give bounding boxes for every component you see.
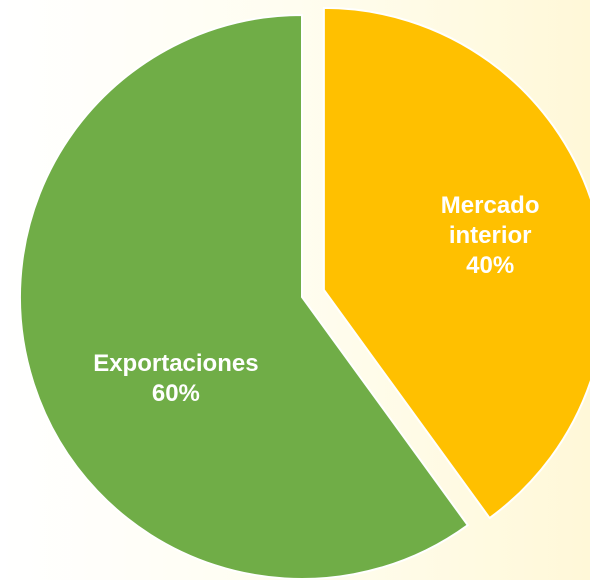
slice-label: Mercado interior 40% — [415, 191, 565, 281]
pie-slice — [322, 6, 590, 520]
pie-slice — [19, 13, 470, 580]
category-name: Mercado interior — [440, 191, 540, 249]
slice-label: Exportaciones 60% — [46, 349, 306, 409]
value-label: 40% — [466, 251, 515, 279]
category-name: Exportaciones — [93, 349, 259, 377]
value-label: 60% — [151, 379, 200, 407]
